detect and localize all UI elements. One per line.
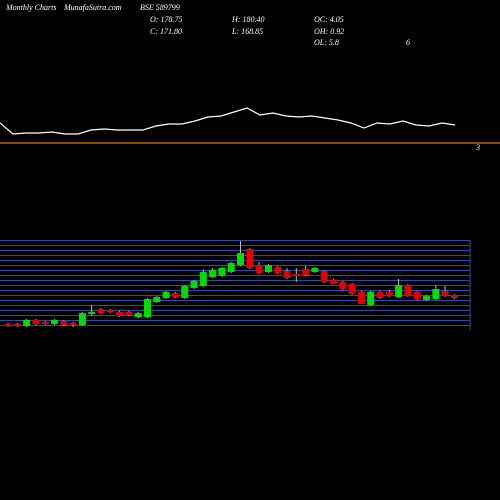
stat-label: 6 [406, 38, 410, 47]
price-line [0, 107, 456, 135]
candle-body [41, 322, 49, 324]
candle-body [357, 292, 365, 304]
candle-body [4, 324, 12, 326]
candle-body [292, 274, 300, 276]
candle-body [60, 321, 68, 325]
stat-label: OC: 4.05 [314, 15, 344, 24]
stat-label: OL: 5.8 [314, 38, 339, 47]
stat-label: H: 180.40 [231, 15, 264, 24]
candle-body [51, 320, 58, 324]
site-label: MunafaSutra.com [63, 3, 122, 12]
candle-body [237, 253, 244, 265]
candle-body [69, 323, 77, 325]
candle-body [199, 272, 207, 286]
candle-body [171, 293, 179, 297]
candle-body [255, 265, 263, 273]
candle-body [274, 267, 282, 273]
candle-body [441, 291, 449, 296]
candle-body [404, 285, 412, 296]
candle-body [311, 268, 319, 272]
stat-label: C: 171.80 [150, 27, 182, 36]
candle-body [432, 289, 440, 299]
candle-body [283, 271, 291, 278]
candle-body [302, 269, 310, 275]
candle-body [218, 268, 226, 276]
candle-body [450, 295, 458, 298]
candle-panel [0, 240, 470, 330]
candle-body [144, 299, 151, 317]
candle-body [181, 286, 189, 298]
candle-body [116, 312, 124, 316]
candle-body [209, 270, 217, 277]
stat-label: OH: 0.92 [314, 27, 344, 36]
candle-body [190, 281, 198, 288]
candle-body [246, 249, 254, 268]
candle-body [348, 284, 356, 294]
candle-body [78, 313, 86, 325]
candle-body [339, 282, 347, 289]
candle-body [162, 292, 170, 298]
annotation: 3 [475, 143, 480, 152]
candle-body [88, 312, 96, 314]
candle-body [330, 280, 337, 284]
candle-body [125, 312, 133, 315]
candle-body [97, 309, 105, 313]
candle-body [385, 292, 393, 296]
candle-body [153, 297, 161, 302]
candle-body [227, 263, 235, 272]
site-label: BSE 589799 [140, 3, 180, 12]
candle-body [395, 285, 403, 297]
candle-body [32, 320, 40, 324]
candle-body [13, 324, 21, 326]
candle-body [23, 320, 31, 326]
candle-body [134, 313, 142, 317]
candle-body [413, 292, 421, 299]
candle-body [367, 292, 375, 305]
candle-body [376, 292, 384, 298]
stat-label: O: 178.75 [150, 15, 182, 24]
candle-body [106, 310, 114, 312]
candle-body [264, 265, 272, 272]
site-label: Monthly Charts [5, 3, 56, 12]
candle-body [320, 271, 328, 282]
stat-label: L: 168.85 [231, 27, 263, 36]
candle-body [423, 296, 430, 300]
